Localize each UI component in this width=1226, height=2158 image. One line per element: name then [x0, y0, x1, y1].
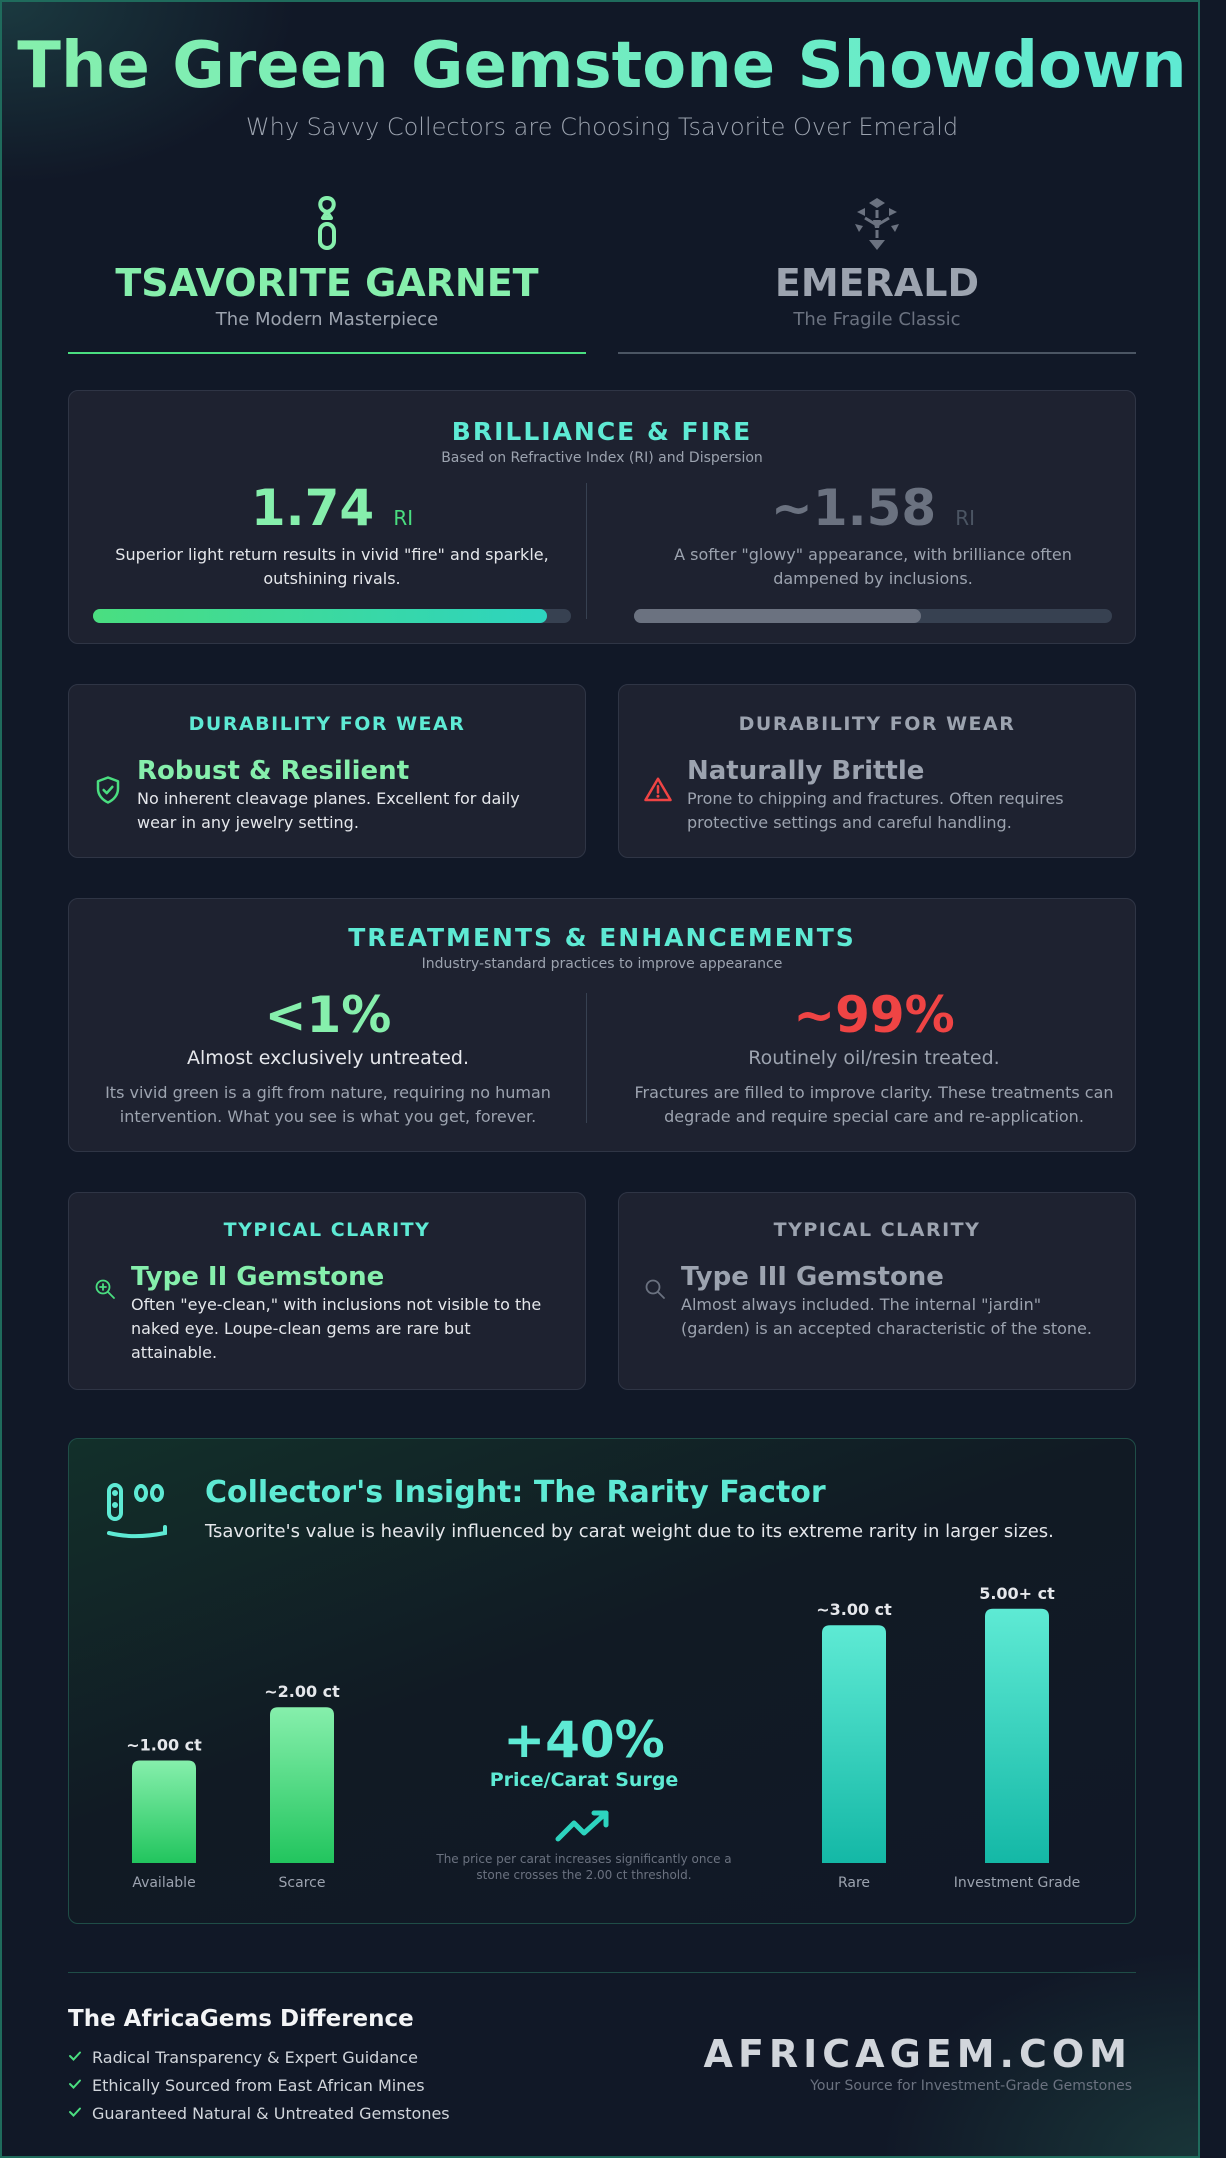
tsavorite-treatment-desc: Its vivid green is a gift from nature, r…	[105, 1083, 551, 1126]
surge-label: Price/Carat Surge	[489, 1769, 679, 1791]
chart-category-label: Available	[132, 1875, 195, 1891]
footer-point: Ethically Sourced from East African Mine…	[68, 2071, 450, 2099]
emerald-treatment-value: ~99%	[793, 986, 955, 1044]
tsavorite-ri-unit: RI	[393, 506, 414, 530]
chart-bar	[985, 1608, 1049, 1863]
emerald-durability-title: DURABILITY FOR WEAR	[738, 713, 1016, 735]
tsavorite-clarity-card: TYPICAL CLARITY Type II Gemstone Often "…	[68, 1192, 586, 1390]
shield-check-icon	[93, 775, 123, 809]
footer-point-text: Ethically Sourced from East African Mine…	[92, 2075, 425, 2095]
emerald-clarity-head: Type III Gemstone	[681, 1262, 944, 1292]
emerald-tagline: The Fragile Classic	[793, 309, 961, 330]
tsavorite-brilliance-bar	[93, 609, 571, 623]
footer-divider	[68, 1972, 1136, 1973]
emerald-brilliance-bar	[634, 609, 1112, 623]
tsavorite-durability-card: DURABILITY FOR WEAR Robust & Resilient N…	[68, 684, 586, 858]
tsavorite-treatment: <1% Almost exclusively untreated. Its vi…	[93, 985, 563, 1129]
chart-data-label: ~2.00 ct	[264, 1682, 340, 1701]
check-icon	[68, 2076, 82, 2095]
emerald-treatment: ~99% Routinely oil/resin treated. Fractu…	[634, 985, 1114, 1129]
emerald-clarity-desc: Almost always included. The internal "ja…	[681, 1295, 1092, 1338]
brand-name: AFRICAGEM.COM	[703, 2032, 1132, 2076]
check-icon	[68, 2104, 82, 2123]
emerald-treatment-desc: Fractures are filled to improve clarity.…	[634, 1083, 1114, 1126]
insight-desc: Tsavorite's value is heavily influenced …	[205, 1521, 1054, 1542]
footer-point: Guaranteed Natural & Untreated Gemstones	[68, 2099, 450, 2127]
brilliance-divider	[586, 483, 587, 619]
tsavorite-hero: TSAVORITE GARNET The Modern Masterpiece	[68, 192, 586, 354]
footer-point-text: Guaranteed Natural & Untreated Gemstones	[92, 2103, 450, 2123]
tsavorite-treatment-value: <1%	[264, 986, 392, 1044]
crystal-icon	[618, 192, 1136, 256]
tsavorite-underline	[68, 352, 586, 354]
brilliance-title: BRILLIANCE & FIRE	[451, 417, 753, 446]
brilliance-subtitle: Based on Refractive Index (RI) and Dispe…	[441, 450, 763, 466]
emerald-brilliance-fill	[634, 609, 921, 623]
tsavorite-durability-title: DURABILITY FOR WEAR	[188, 713, 466, 735]
emerald-ri-value: ~1.58	[770, 479, 937, 537]
chart-bar	[132, 1760, 196, 1863]
gem-face-icon	[105, 1481, 171, 1549]
chart-category-label: Rare	[838, 1875, 870, 1891]
emerald-hero: EMERALD The Fragile Classic	[618, 192, 1136, 354]
chart-category-label: Scarce	[279, 1875, 326, 1891]
emerald-brilliance-desc: A softer "glowy" appearance, with brilli…	[674, 545, 1072, 588]
surge-note: The price per carat increases significan…	[436, 1852, 732, 1882]
tsavorite-brilliance-desc: Superior light return results in vivid "…	[115, 545, 549, 588]
tsavorite-brilliance-fill	[93, 609, 548, 623]
search-icon	[643, 1277, 667, 1305]
surge-value: +40%	[503, 1711, 665, 1769]
emerald-durability-desc: Prone to chipping and fractures. Often r…	[687, 789, 1064, 832]
emerald-name: EMERALD	[774, 261, 980, 305]
treatments-title: TREATMENTS & ENHANCEMENTS	[348, 923, 856, 952]
trending-up-icon	[419, 1805, 749, 1849]
treatments-card: TREATMENTS & ENHANCEMENTS Industry-stand…	[68, 898, 1136, 1152]
zoom-in-icon	[93, 1277, 117, 1305]
treatments-divider	[586, 993, 587, 1123]
emerald-underline	[618, 352, 1136, 354]
chart-bar	[270, 1707, 334, 1863]
page-subtitle: Why Savvy Collectors are Choosing Tsavor…	[245, 113, 959, 141]
emerald-durability-card: DURABILITY FOR WEAR Naturally Brittle Pr…	[618, 684, 1136, 858]
emerald-ri-unit: RI	[955, 506, 976, 530]
emerald-brilliance: ~1.58 RI A softer "glowy" appearance, wi…	[634, 479, 1112, 623]
footer-points: Radical Transparency & Expert Guidance E…	[68, 2043, 450, 2127]
footer-point-text: Radical Transparency & Expert Guidance	[92, 2047, 418, 2067]
footer-point: Radical Transparency & Expert Guidance	[68, 2043, 450, 2071]
rarity-chart: ~1.00 ct Available ~2.00 ct Scarce ~3.00 ct R…	[126, 1584, 1080, 1891]
check-icon	[68, 2048, 82, 2067]
insight-card: Collector's Insight: The Rarity Factor T…	[68, 1438, 1136, 1924]
brand-block: AFRICAGEM.COM Your Source for Investment…	[704, 2032, 1132, 2094]
surge-panel: +40% Price/Carat Surge The price per car…	[419, 1711, 749, 1883]
chart-category-label: Investment Grade	[954, 1875, 1080, 1891]
tsavorite-brilliance: 1.74 RI Superior light return results in…	[93, 479, 571, 623]
tsavorite-ri-value: 1.74	[250, 479, 375, 537]
chart-data-label: ~1.00 ct	[126, 1736, 202, 1755]
emerald-clarity-title: TYPICAL CLARITY	[773, 1219, 981, 1241]
brand-tagline: Your Source for Investment-Grade Gemston…	[810, 2078, 1132, 2094]
chart-bar	[822, 1625, 886, 1863]
tsavorite-clarity-title: TYPICAL CLARITY	[223, 1219, 431, 1241]
warning-icon	[643, 775, 673, 809]
emerald-treatment-head: Routinely oil/resin treated.	[748, 1047, 1000, 1069]
tsavorite-clarity-head: Type II Gemstone	[131, 1262, 385, 1292]
treatments-subtitle: Industry-standard practices to improve a…	[421, 956, 783, 972]
chart-data-label: ~3.00 ct	[816, 1600, 892, 1619]
tsavorite-tagline: The Modern Masterpiece	[215, 309, 439, 330]
footer-title: The AfricaGems Difference	[68, 2006, 414, 2032]
brilliance-card: BRILLIANCE & FIRE Based on Refractive In…	[68, 390, 1136, 644]
tsavorite-durability-desc: No inherent cleavage planes. Excellent f…	[137, 789, 520, 832]
insight-title: Collector's Insight: The Rarity Factor	[205, 1475, 826, 1510]
tsavorite-treatment-head: Almost exclusively untreated.	[186, 1047, 469, 1069]
tsavorite-name: TSAVORITE GARNET	[115, 261, 539, 305]
chart-data-label: 5.00+ ct	[979, 1584, 1055, 1603]
tsavorite-durability-head: Robust & Resilient	[137, 756, 410, 786]
page-title: The Green Gemstone Showdown	[2, 28, 1198, 104]
infographic: The Green Gemstone Showdown Why Savvy Co…	[0, 0, 1200, 2158]
emerald-durability-head: Naturally Brittle	[687, 756, 925, 786]
gem-icon	[68, 192, 586, 256]
emerald-clarity-card: TYPICAL CLARITY Type III Gemstone Almost…	[618, 1192, 1136, 1390]
tsavorite-clarity-desc: Often "eye-clean," with inclusions not v…	[131, 1295, 542, 1362]
